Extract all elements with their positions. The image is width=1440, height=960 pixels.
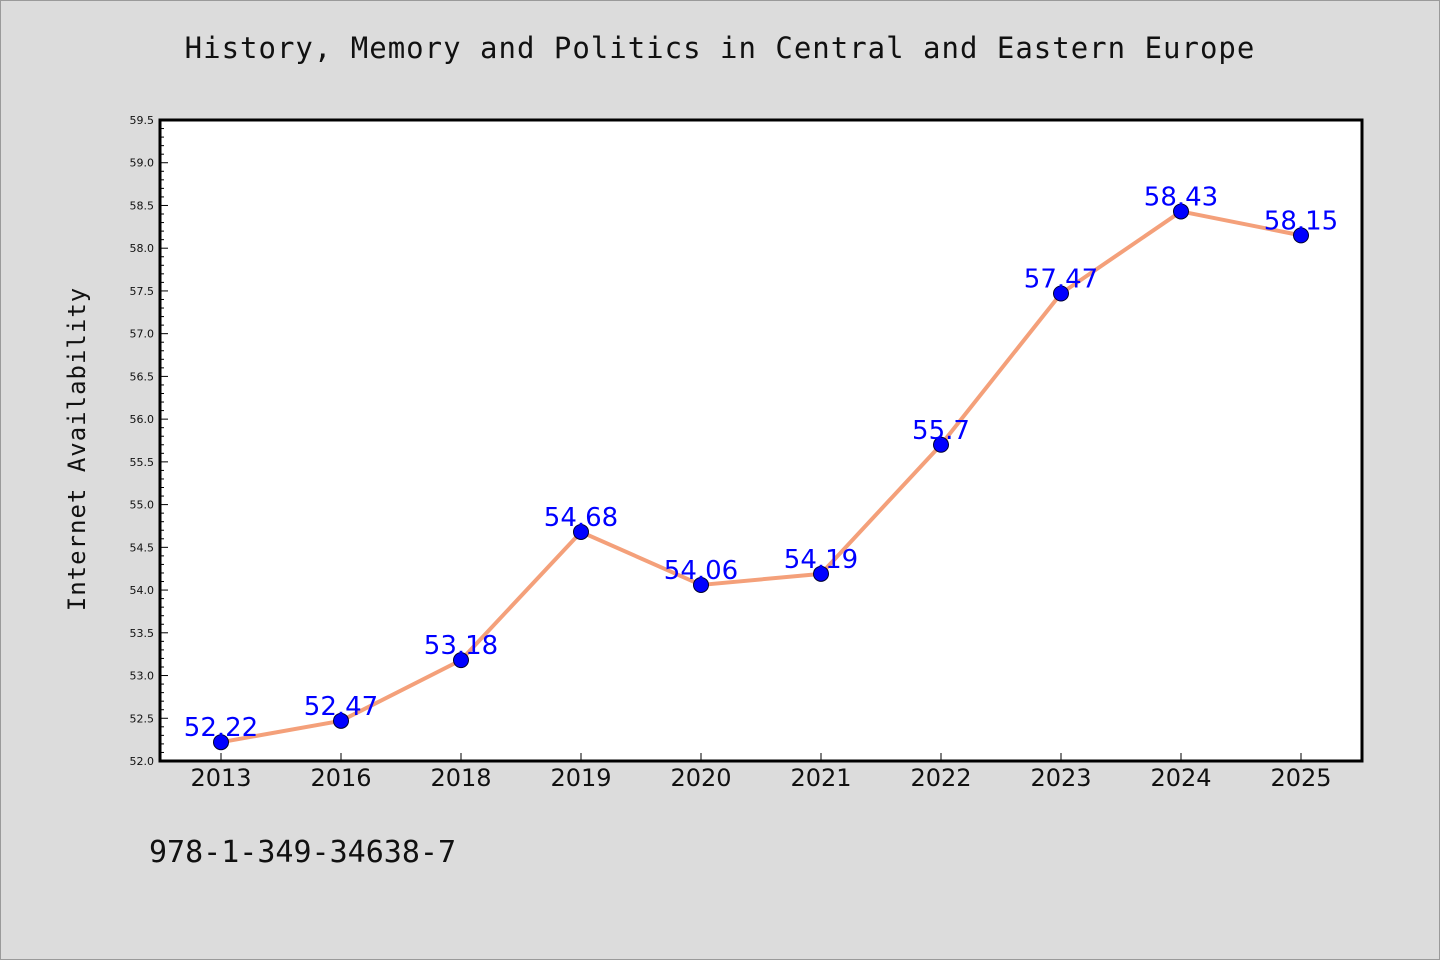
x-tick-label: 2024 (1150, 764, 1211, 792)
y-tick-label: 59.5 (130, 114, 155, 127)
x-tick-label: 2020 (670, 764, 731, 792)
data-label: 58.15 (1264, 206, 1338, 236)
data-label: 54.68 (544, 503, 618, 533)
data-point (453, 652, 469, 669)
y-tick-label: 54.5 (130, 541, 155, 554)
data-point (1173, 203, 1189, 220)
y-tick-label: 55.0 (130, 499, 155, 512)
data-label: 57.47 (1024, 264, 1098, 294)
chart-title: History, Memory and Politics in Central … (184, 31, 1256, 65)
x-tick-label: 2013 (190, 764, 251, 792)
isbn-text: 978-1-349-34638-7 (149, 835, 457, 870)
y-tick-label: 57.5 (130, 285, 155, 298)
data-point (933, 436, 949, 453)
plot-frame (158, 118, 1364, 763)
y-tick-label: 59.0 (130, 157, 155, 170)
y-tick-label: 56.0 (130, 413, 155, 426)
y-tick-label: 55.5 (130, 456, 155, 469)
y-tick-label: 58.0 (130, 242, 155, 255)
data-point (693, 576, 709, 593)
y-tick-label: 56.5 (130, 370, 155, 383)
data-point (1293, 227, 1309, 244)
data-label: 53.18 (424, 631, 498, 661)
data-label: 58.43 (1144, 182, 1218, 212)
y-tick-label: 57.0 (130, 328, 155, 341)
x-tick-label: 2021 (790, 764, 851, 792)
y-tick-label: 52.5 (130, 712, 155, 725)
data-point (333, 712, 349, 729)
y-tick-label: 58.5 (130, 199, 155, 212)
data-point (813, 565, 829, 582)
x-tick-label: 2019 (550, 764, 611, 792)
x-tick-label: 2022 (910, 764, 971, 792)
data-label: 52.22 (184, 713, 258, 743)
y-tick-label: 54.0 (130, 584, 155, 597)
x-tick-label: 2016 (310, 764, 371, 792)
data-point (573, 523, 589, 540)
y-tick-label: 53.5 (130, 627, 155, 640)
data-label: 55.7 (912, 416, 970, 446)
data-label: 54.06 (664, 556, 738, 586)
x-tick-label: 2023 (1030, 764, 1091, 792)
data-point (1053, 285, 1069, 302)
data-label: 54.19 (784, 545, 858, 575)
data-point (213, 734, 229, 751)
y-tick-label: 52.0 (130, 755, 155, 768)
x-tick-label: 2025 (1270, 764, 1331, 792)
y-tick-label: 53.0 (130, 670, 155, 683)
series-line (219, 209, 1303, 745)
x-tick-label: 2018 (430, 764, 491, 792)
data-label: 52.47 (304, 692, 378, 722)
